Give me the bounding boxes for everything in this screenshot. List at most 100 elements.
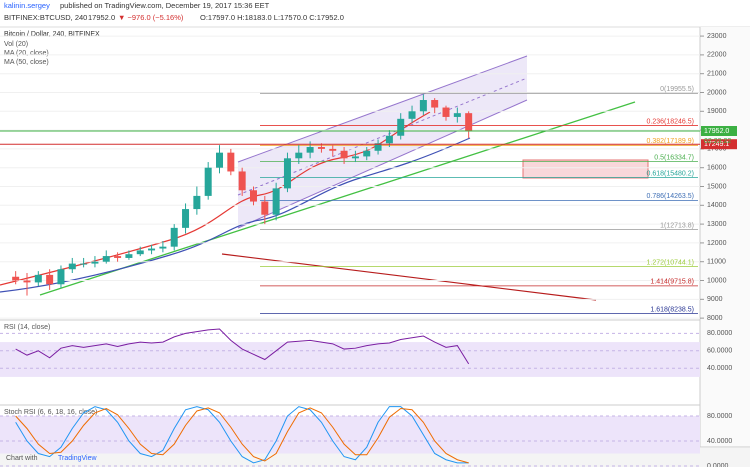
channel-mid: [237, 77, 528, 196]
y-tick-label: 60.0000: [707, 348, 732, 355]
price-axis: [700, 27, 750, 447]
y-tick-label: 11000: [707, 259, 726, 266]
candle-body: [351, 156, 359, 159]
fib-label: 0.5(16334.7): [654, 154, 694, 161]
candle-body: [34, 274, 42, 283]
candle-body: [295, 152, 303, 159]
candle-body: [227, 152, 235, 172]
candle-body: [397, 118, 405, 136]
candle-body: [283, 158, 291, 189]
price-tag-label: 17249.1: [704, 141, 729, 148]
stoch-title: Stoch RSI (6, 6, 18, 16, close): [4, 409, 97, 416]
y-tick-label: 12000: [707, 240, 727, 247]
candle-body: [408, 111, 416, 119]
fib-label: 0.236(18246.5): [647, 118, 694, 125]
price-tag-label: 17952.0: [704, 128, 729, 135]
candle-body: [125, 254, 133, 258]
ma-50: [0, 137, 471, 293]
y-tick-label: 0.0000: [707, 463, 729, 467]
candle-body: [193, 195, 201, 210]
candle-body: [159, 246, 167, 249]
published: published on TradingView.com, December 1…: [60, 1, 270, 10]
candle-body: [340, 150, 348, 159]
fib-label: 0.618(15480.2): [647, 170, 694, 177]
change: ▼ −976.0 (−5.16%): [118, 13, 184, 22]
y-tick-label: 40.0000: [707, 438, 732, 445]
y-tick-label: 40.0000: [707, 365, 732, 372]
countdown: 02:23:22: [704, 138, 731, 145]
candle-body: [148, 248, 156, 251]
candle-body: [91, 261, 99, 264]
candle-body: [216, 152, 224, 168]
footer-lead: Chart with: [6, 455, 38, 462]
candle-body: [261, 201, 269, 215]
price-tag: [701, 125, 737, 136]
candle-body: [12, 276, 20, 281]
zone: [522, 159, 649, 179]
rsi-line: [15, 328, 470, 365]
candle-body: [102, 256, 110, 262]
fib-label: 1(12713.8): [660, 222, 694, 229]
fib-label: 1.414(9715.8): [650, 279, 694, 286]
y-tick-label: 10000: [707, 277, 727, 284]
fib-label: 1.618(8238.5): [650, 306, 694, 313]
stoch-line: [15, 407, 469, 464]
trendline: [39, 101, 636, 296]
candle-body: [306, 147, 314, 153]
author[interactable]: kalinin.sergey: [4, 1, 50, 10]
candle-body: [431, 100, 439, 108]
last: 17952.0: [88, 13, 115, 22]
y-tick-label: 17000: [707, 146, 727, 153]
fib-label: 0.786(14263.5): [647, 193, 694, 200]
price-tag: [701, 139, 737, 150]
fib-label: 0.382(17189.9): [647, 138, 694, 145]
legend-entry: Vol (20): [4, 41, 28, 48]
candle-body: [136, 250, 144, 255]
candle-body: [238, 171, 246, 191]
rsi-title: RSI (14, close): [4, 324, 50, 331]
y-tick-label: 80.0000: [707, 413, 732, 420]
footer-brand[interactable]: TradingView: [58, 455, 97, 462]
candle-body: [57, 269, 65, 285]
candle-body: [419, 100, 427, 112]
y-tick-label: 8000: [707, 315, 723, 322]
legend-entry: MA (20, close): [4, 50, 49, 57]
candle-body: [272, 188, 280, 215]
y-tick-label: 23000: [707, 33, 727, 40]
candle-body: [68, 263, 76, 270]
candle-body: [182, 209, 190, 228]
ohlc: O:17597.0 H:18183.0 L:17570.0 C:17952.0: [200, 13, 344, 22]
candle-body: [80, 263, 88, 265]
fib-label: 1.272(10744.1): [647, 259, 694, 266]
legend-entry: MA (50, close): [4, 59, 49, 66]
candle-body: [465, 113, 473, 131]
channel-bottom: [237, 99, 528, 229]
candle-body: [442, 107, 450, 117]
y-tick-label: 14000: [707, 202, 727, 209]
candle-body: [114, 256, 122, 258]
pane-band: [0, 342, 700, 377]
stoch-line: [15, 406, 469, 464]
candle-body: [204, 167, 212, 196]
candle-body: [329, 148, 337, 151]
pane-band: [0, 416, 700, 454]
symbol: BITFINEX:BTCUSD, 240: [4, 13, 87, 22]
candle-body: [363, 150, 371, 157]
candle-body: [385, 135, 393, 144]
candle-body: [374, 143, 382, 151]
candle-body: [170, 227, 178, 247]
y-tick-label: 13000: [707, 221, 727, 228]
y-tick-label: 21000: [707, 71, 727, 78]
y-tick-label: 20000: [707, 89, 727, 96]
candle-body: [46, 274, 54, 285]
y-tick-label: 19000: [707, 108, 727, 115]
fib-label: 0(19955.5): [660, 86, 694, 93]
y-tick-label: 80.0000: [707, 330, 732, 337]
y-tick-label: 22000: [707, 52, 727, 59]
candle-body: [453, 113, 461, 117]
candle-body: [317, 147, 325, 149]
y-tick-label: 9000: [707, 296, 723, 303]
y-tick-label: 16000: [707, 165, 727, 172]
